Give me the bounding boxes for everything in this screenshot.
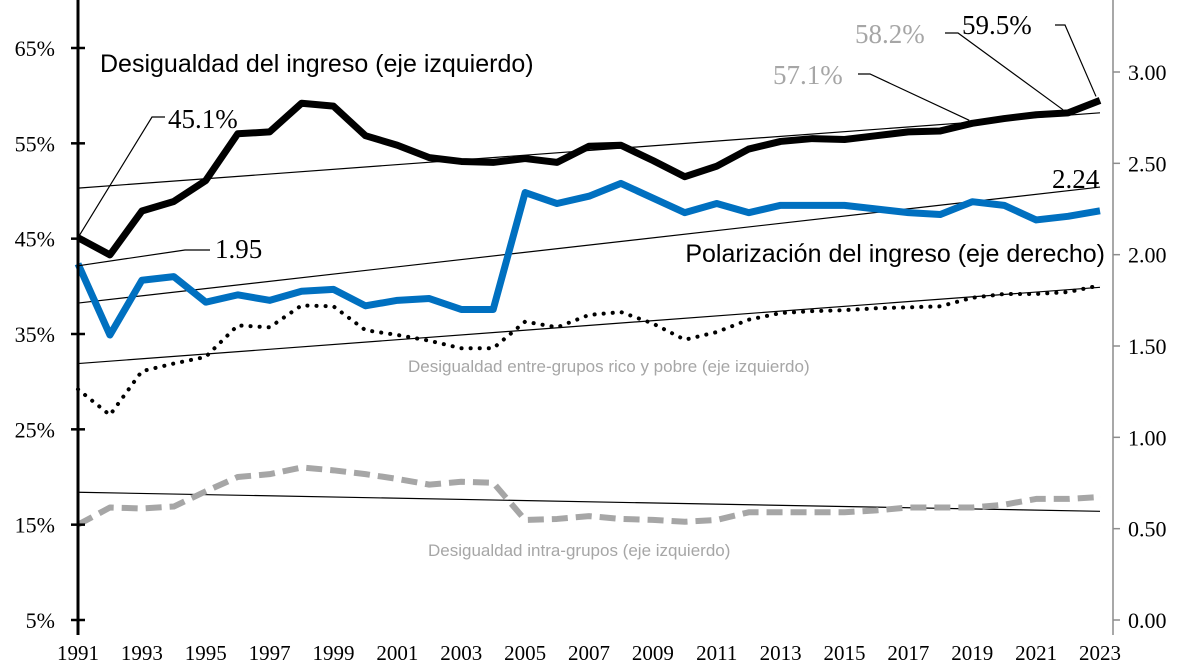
annotation-57-1: 57.1%	[773, 60, 843, 90]
left-tick-label: 15%	[15, 513, 55, 538]
left-tick-label: 45%	[15, 227, 55, 252]
left-tick-label: 35%	[15, 322, 55, 347]
right-tick-label: 2.50	[1128, 151, 1167, 176]
leader-line-3	[945, 32, 1064, 111]
x-tick-label: 2003	[440, 641, 482, 665]
x-tick-label: 2005	[504, 641, 546, 665]
x-tick-label: 2017	[887, 641, 929, 665]
leader-line-4	[1055, 24, 1097, 97]
series-line-2	[76, 283, 1102, 418]
annotation-58-2: 58.2%	[855, 19, 925, 49]
x-tick-label: 2015	[824, 641, 866, 665]
series-label-polarization: Polarización del ingreso (eje derecho)	[685, 240, 1105, 268]
x-tick-label: 2009	[632, 641, 674, 665]
annotation-1-95: 1.95	[215, 234, 262, 264]
x-tick-label: 2013	[760, 641, 802, 665]
right-tick-label: 1.50	[1128, 334, 1167, 359]
series-label-inequality: Desigualdad del ingreso (eje izquierdo)	[100, 50, 534, 78]
x-tick-label: 2007	[568, 641, 610, 665]
right-tick-label: 3.00	[1128, 60, 1167, 85]
x-tick-label: 1997	[249, 641, 291, 665]
trend-lines	[77, 112, 1101, 512]
annotation-59-5: 59.5%	[962, 10, 1032, 40]
x-tick-label: 2023	[1079, 641, 1121, 665]
series-label-between: Desigualdad entre-grupos rico y pobre (e…	[408, 357, 810, 376]
series-label-within: Desigualdad intra-grupos (eje izquierdo)	[428, 541, 730, 560]
annotation-45-1: 45.1%	[168, 104, 238, 134]
left-tick-label: 65%	[15, 36, 55, 61]
trend-line-2	[77, 286, 1101, 365]
leader-line-0	[77, 116, 165, 239]
left-tick-label: 5%	[26, 608, 55, 633]
left-tick-label: 55%	[15, 131, 55, 156]
right-tick-label: 0.50	[1128, 517, 1167, 542]
left-tick-label: 25%	[15, 417, 55, 442]
annotation-leaders	[77, 24, 1097, 267]
x-tick-label: 2001	[376, 641, 418, 665]
x-tick-label: 1991	[57, 641, 99, 665]
annotation-2-24: 2.24	[1052, 164, 1100, 194]
axes: 5% 15% 25% 35% 45% 55% 65% 0.00 0.50 1.00 1.50 2.00…	[15, 0, 1167, 665]
x-tick-label: 2021	[1015, 641, 1057, 665]
series-lines	[74, 97, 1102, 528]
leader-line-1	[77, 249, 210, 267]
x-tick-label: 2019	[951, 641, 993, 665]
trend-line-0	[77, 112, 1101, 189]
x-tick-label: 1999	[313, 641, 355, 665]
leader-line-2	[858, 73, 970, 121]
right-tick-label: 1.00	[1128, 425, 1167, 450]
x-tick-label: 2011	[696, 641, 737, 665]
x-tick-label: 1993	[121, 641, 163, 665]
trend-line-1	[77, 186, 1101, 304]
right-tick-label: 0.00	[1128, 608, 1167, 633]
right-tick-label: 2.00	[1128, 243, 1167, 268]
x-tick-label: 1995	[185, 641, 227, 665]
trend-line-3	[77, 491, 1101, 512]
